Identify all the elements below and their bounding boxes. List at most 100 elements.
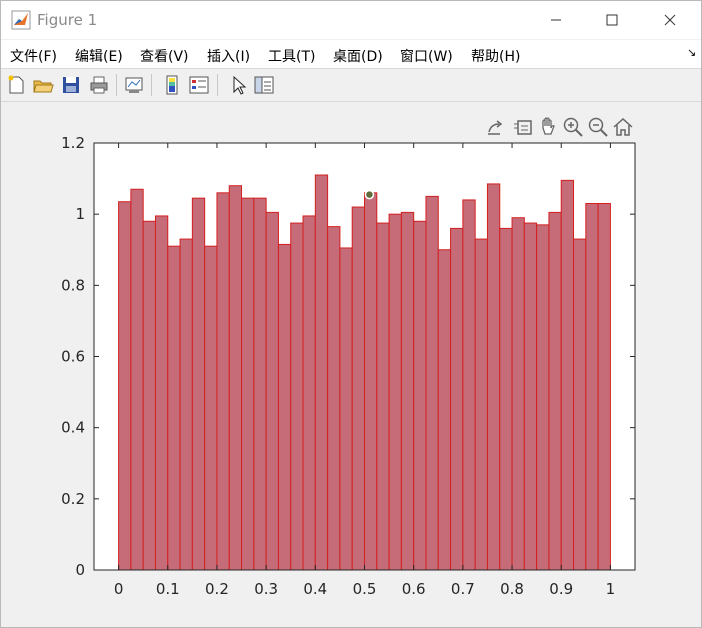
print-icon[interactable] xyxy=(88,74,110,96)
histogram-bar xyxy=(191,197,206,571)
x-tick-label: 1 xyxy=(606,580,616,598)
histogram-bar xyxy=(462,199,476,571)
x-tick-label: 0 xyxy=(114,580,124,598)
histogram-bar xyxy=(351,206,366,571)
x-tick-label: 0.7 xyxy=(451,580,475,598)
legend-icon[interactable] xyxy=(188,74,210,96)
histogram-bar xyxy=(302,215,316,571)
window-title: Figure 1 xyxy=(37,11,98,29)
histogram-bar xyxy=(314,174,329,571)
dock-arrow-icon[interactable]: ↘ xyxy=(687,46,697,59)
histogram-bar xyxy=(179,238,193,571)
menu-file[interactable]: 文件(F) xyxy=(10,49,57,65)
y-tick-label: 0.2 xyxy=(61,490,85,508)
toolbar-separator xyxy=(151,74,152,96)
histogram-bar xyxy=(253,197,267,571)
toolbar-separator xyxy=(116,74,117,96)
histogram-bar xyxy=(241,197,255,571)
menu-help[interactable]: 帮助(H) xyxy=(471,49,521,65)
save-icon[interactable] xyxy=(60,74,82,96)
histogram-bar xyxy=(437,249,452,571)
histogram-chart[interactable]: 0 0.1 0.2 0.3 0.4 0.5 0.6 0.7 0.8 0.9 1 0 0.2 0.4 0.6 0… xyxy=(1,101,701,621)
histogram-bar xyxy=(277,243,292,571)
histogram-bar xyxy=(450,227,464,571)
close-button[interactable] xyxy=(647,1,693,39)
histogram-bar xyxy=(204,245,218,571)
maximize-button[interactable] xyxy=(589,1,635,39)
y-tick-label: 0.8 xyxy=(61,276,85,294)
menu-bar: 文件(F) 编辑(E) 查看(V) 插入(I) 工具(T) 桌面(D) 窗口(W… xyxy=(1,40,701,68)
bars-group xyxy=(118,174,611,571)
datatip-marker[interactable] xyxy=(364,189,375,200)
histogram-bar xyxy=(167,245,181,571)
histogram-bar xyxy=(560,179,575,571)
histogram-bar xyxy=(327,226,341,571)
histogram-bar xyxy=(413,220,427,571)
y-tick-label: 0.6 xyxy=(61,348,85,366)
close-icon xyxy=(664,14,676,26)
marker-group xyxy=(364,189,375,200)
histogram-bar xyxy=(597,202,611,571)
histogram-bar xyxy=(228,185,243,571)
menu-view[interactable]: 查看(V) xyxy=(140,49,189,65)
histogram-bar xyxy=(216,192,230,571)
menu-desktop[interactable]: 桌面(D) xyxy=(333,49,383,65)
histogram-bar xyxy=(536,224,550,571)
menu-tools[interactable]: 工具(T) xyxy=(268,49,316,65)
toolbar-separator xyxy=(217,74,218,96)
histogram-bar xyxy=(118,201,132,571)
menu-window[interactable]: 窗口(W) xyxy=(400,49,453,65)
histogram-bar xyxy=(154,215,169,571)
zoom-in-icon[interactable] xyxy=(562,116,584,138)
histogram-bar xyxy=(486,183,501,571)
open-folder-icon[interactable] xyxy=(32,74,54,96)
x-tick-label: 0.6 xyxy=(402,580,426,598)
histogram-bar xyxy=(511,217,525,571)
axes-box xyxy=(93,142,636,571)
histogram-bar xyxy=(499,227,513,571)
histogram-bar xyxy=(573,238,587,571)
histogram-bar xyxy=(400,211,415,571)
y-tick-label: 0 xyxy=(75,561,85,579)
histogram-bar xyxy=(364,192,378,571)
y-tick-label: 0.4 xyxy=(61,419,85,437)
y-tick-label: 1 xyxy=(75,205,85,223)
x-tick-label: 0.1 xyxy=(156,580,180,598)
home-icon[interactable] xyxy=(612,116,634,138)
histogram-bar xyxy=(130,188,144,571)
histogram-bar xyxy=(585,202,599,571)
link-plot-icon[interactable] xyxy=(123,74,145,96)
ticks-group: 0 0.1 0.2 0.3 0.4 0.5 0.6 0.7 0.8 0.9 1 0 0.2 0.4 0.6 0… xyxy=(61,134,635,598)
histogram-bar xyxy=(265,211,279,571)
minimize-icon xyxy=(551,19,561,21)
matlab-logo-icon xyxy=(11,10,31,30)
histogram-bar xyxy=(548,211,562,571)
histogram-bar xyxy=(523,222,538,571)
pan-hand-icon[interactable] xyxy=(537,116,559,138)
histogram-bar xyxy=(388,213,402,571)
new-figure-icon[interactable] xyxy=(5,74,27,96)
property-inspector-icon[interactable] xyxy=(253,74,275,96)
edit-plot-arrow-icon[interactable] xyxy=(227,74,249,96)
x-tick-label: 0.4 xyxy=(303,580,327,598)
menu-insert[interactable]: 插入(I) xyxy=(207,49,251,65)
x-tick-label: 0.8 xyxy=(500,580,524,598)
figure-toolbar xyxy=(1,68,701,102)
zoom-out-icon[interactable] xyxy=(587,116,609,138)
histogram-bar xyxy=(376,222,390,571)
histogram-bar xyxy=(425,195,439,571)
histogram-bar xyxy=(290,222,304,571)
colorbar-icon[interactable] xyxy=(161,74,183,96)
x-tick-label: 0.2 xyxy=(205,580,229,598)
maximize-icon xyxy=(606,14,618,26)
y-tick-label: 1.2 xyxy=(61,134,85,152)
brush-icon[interactable] xyxy=(512,116,534,138)
title-bar[interactable]: Figure 1 xyxy=(1,1,701,39)
histogram-bar xyxy=(339,247,353,571)
menu-edit[interactable]: 编辑(E) xyxy=(75,49,123,65)
export-icon[interactable] xyxy=(485,116,507,138)
minimize-button[interactable] xyxy=(533,1,579,39)
histogram-bar xyxy=(474,238,488,571)
x-tick-label: 0.9 xyxy=(549,580,573,598)
